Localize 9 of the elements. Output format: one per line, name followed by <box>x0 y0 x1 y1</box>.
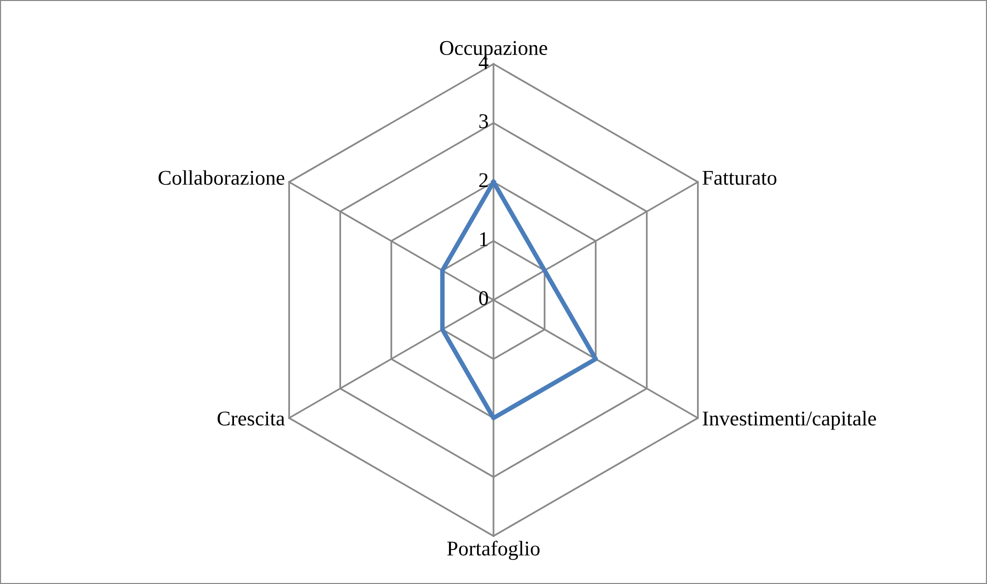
spoke-label: Collaborazione <box>158 170 284 185</box>
spoke-label: Crescita <box>218 412 285 426</box>
y-tick-label: 2 <box>479 173 488 188</box>
spoke-label: Investimenti/capitale <box>702 410 876 430</box>
spoke-label: Portafoglio <box>447 540 540 560</box>
y-tick-label: 3 <box>479 114 488 128</box>
spoke-label: Fatturato <box>702 171 776 185</box>
y-tick-label: 1 <box>480 232 488 246</box>
y-tick-label: 0 <box>479 291 488 306</box>
